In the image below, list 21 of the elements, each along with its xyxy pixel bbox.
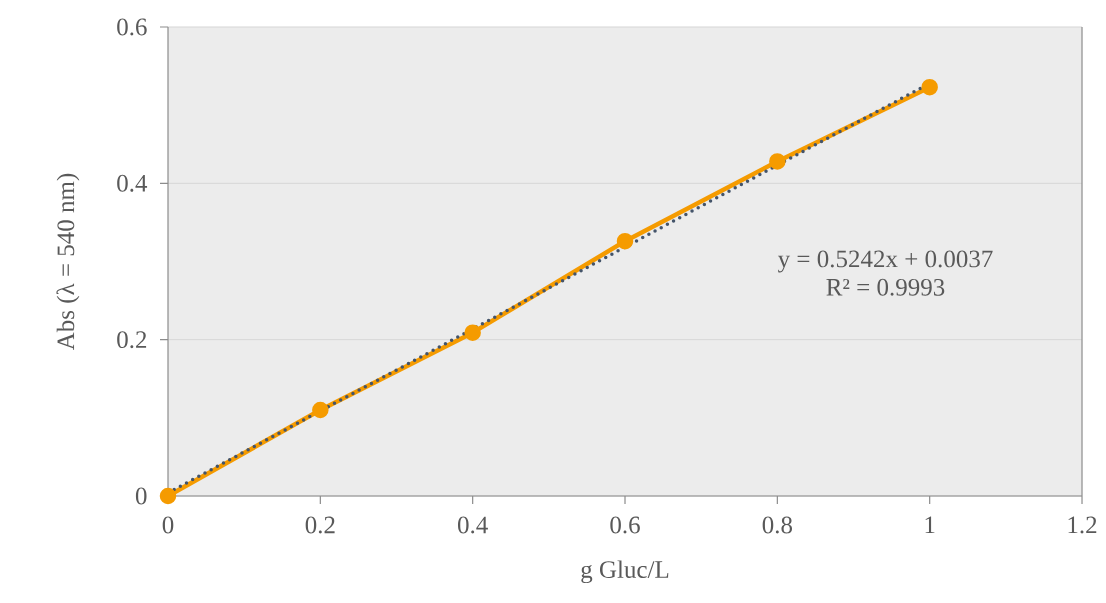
point [769, 153, 786, 170]
y-tick-label: 0.4 [117, 174, 148, 192]
x-tick-label: 0.2 [305, 516, 335, 534]
point [312, 401, 329, 419]
point [921, 78, 938, 96]
annotation: y = 0.5242x + 0.0037 [777, 250, 993, 273]
x-tick-label: 1.2 [1068, 516, 1097, 534]
point [616, 232, 634, 250]
point [464, 324, 481, 341]
x-tick-label: 1 [925, 516, 935, 534]
annotation: R² = 0.9993 [826, 278, 945, 296]
x-axis-title: g Gluc/L [581, 560, 669, 584]
y-tick-label: 0 [135, 487, 147, 505]
point [159, 487, 177, 505]
y-tick-label: 0.6 [117, 18, 147, 36]
y-tick-label: 0.2 [117, 331, 147, 349]
x-tick-label: 0.4 [458, 516, 488, 534]
x-tick-label: 0.8 [762, 516, 793, 534]
x-tick-label: 0 [162, 516, 174, 534]
x-tick-label: 0.6 [610, 516, 640, 534]
y-axis-title: Abs (λ = 540 nm) [56, 173, 80, 351]
